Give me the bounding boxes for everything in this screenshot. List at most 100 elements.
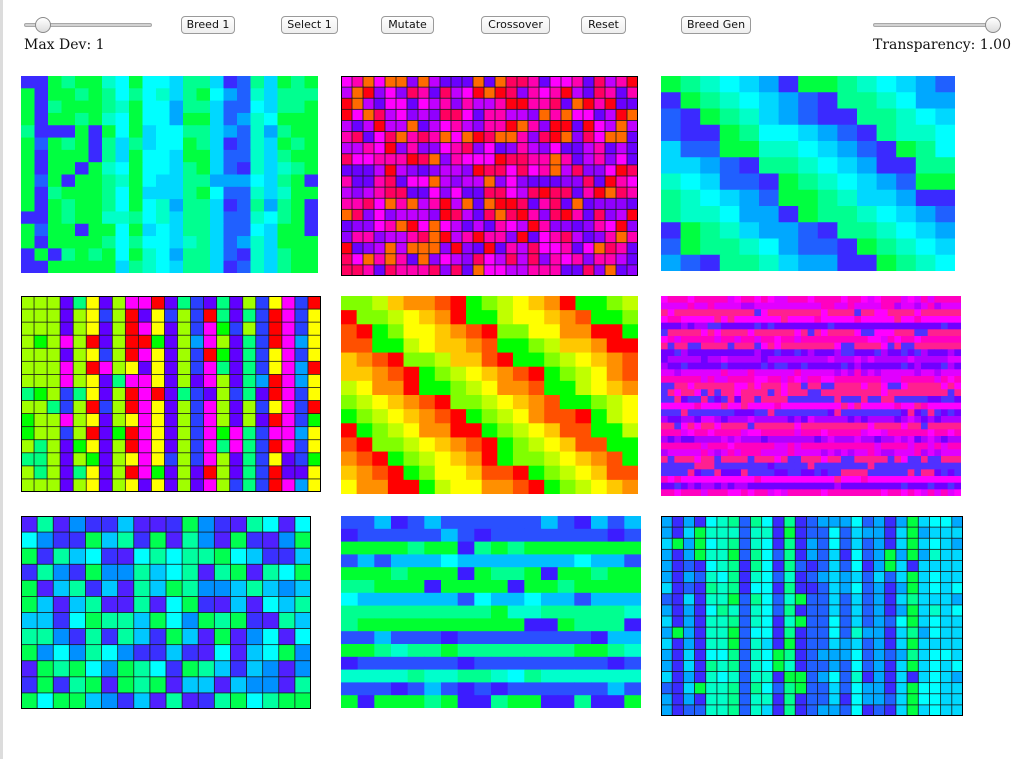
- organism-4-cell: [216, 374, 231, 389]
- organism-7-cell: [230, 516, 248, 533]
- organism-6-cell: [661, 362, 669, 370]
- organism-6-cell: [814, 322, 822, 330]
- organism-1-cell: [304, 248, 318, 262]
- organism-4-cell: [203, 452, 218, 467]
- organism-6-cell: [774, 442, 782, 450]
- organism-8-cell: [557, 567, 575, 581]
- organism-2-cell: [494, 231, 507, 244]
- crossover-button[interactable]: Crossover: [481, 16, 550, 34]
- organism-2-cell: [582, 208, 595, 222]
- organism-8-cell: [574, 695, 592, 708]
- organism-2-cell: [428, 120, 441, 133]
- mutate-button[interactable]: Mutate: [381, 16, 434, 34]
- organism-1-cell: [61, 149, 76, 163]
- organism-5-canvas[interactable]: [341, 296, 638, 494]
- organism-2-cell: [351, 76, 364, 89]
- transparency-slider[interactable]: [873, 17, 1001, 33]
- organism-6-cell: [867, 322, 875, 330]
- organism-2-cell: [538, 97, 551, 111]
- organism-8-cell: [524, 631, 542, 645]
- organism-8-cell: [541, 528, 559, 543]
- organism-9-cell: [895, 548, 908, 562]
- organism-4-cell: [72, 478, 88, 492]
- organism-6-cell: [921, 302, 929, 310]
- organism-5-cell: [466, 395, 483, 410]
- organism-4-cell: [190, 426, 205, 441]
- organism-9-cell: [671, 615, 685, 629]
- organism-1-cell: [196, 236, 211, 249]
- organism-7-canvas[interactable]: [21, 516, 311, 709]
- breed-gen-button[interactable]: Breed Gen: [681, 16, 751, 34]
- organism-7-cell: [21, 547, 39, 566]
- organism-4-cell: [255, 334, 270, 350]
- organism-8-canvas[interactable]: [341, 516, 641, 708]
- organism-4-cell: [203, 334, 218, 350]
- organism-1-cell: [156, 186, 170, 200]
- organism-3-cell: [680, 76, 701, 93]
- organism-3-cell: [817, 141, 838, 158]
- organism-9-cell: [738, 693, 752, 706]
- organism-7-cell: [165, 596, 184, 614]
- organism-9-cell: [761, 626, 774, 640]
- organism-2-cell: [472, 86, 485, 100]
- organism-9-cell: [671, 516, 685, 529]
- organism-4-canvas[interactable]: [21, 296, 321, 492]
- organism-9-cell: [783, 593, 797, 606]
- organism-6-cell: [861, 322, 869, 330]
- organism-6-canvas[interactable]: [661, 296, 961, 496]
- organism-8-cell: [457, 695, 475, 708]
- organism-3-cell: [935, 92, 955, 109]
- organism-4-cell: [216, 413, 231, 428]
- max-dev-slider-track[interactable]: [24, 23, 152, 27]
- organism-9-cell: [817, 671, 830, 684]
- organism-9-cell: [951, 571, 963, 584]
- organism-1-canvas[interactable]: [21, 76, 318, 273]
- organism-3-cell: [680, 108, 701, 126]
- organism-6-cell: [701, 429, 709, 437]
- organism-6-cell: [787, 476, 795, 484]
- organism-7-cell: [52, 660, 71, 678]
- transparency-slider-track[interactable]: [873, 23, 1001, 27]
- select-1-button[interactable]: Select 1: [281, 16, 338, 34]
- organism-7-cell: [262, 596, 280, 614]
- breed-1-button[interactable]: Breed 1: [181, 16, 235, 34]
- max-dev-slider[interactable]: [24, 17, 152, 33]
- max-dev-slider-thumb[interactable]: [35, 17, 52, 33]
- organism-3-canvas[interactable]: [661, 76, 955, 271]
- organism-6-cell: [774, 436, 782, 444]
- organism-6-cell: [794, 396, 802, 404]
- organism-6-cell: [727, 302, 735, 310]
- organism-6-cell: [927, 402, 935, 410]
- organism-9-cell: [884, 516, 897, 529]
- organism-1-cell: [291, 236, 305, 249]
- organism-6-cell: [927, 469, 935, 477]
- organism-6-cell: [774, 382, 782, 390]
- organism-6-cell: [787, 349, 795, 357]
- organism-4-cell: [216, 478, 231, 492]
- organism-6-cell: [754, 396, 762, 404]
- organism-2-cell: [341, 264, 353, 276]
- organism-2-canvas[interactable]: [341, 76, 638, 276]
- organism-2-cell: [505, 231, 518, 244]
- organism-6-cell: [867, 329, 875, 337]
- organism-1-cell: [48, 88, 62, 102]
- organism-9-canvas[interactable]: [661, 516, 963, 716]
- organism-1-cell: [237, 211, 251, 225]
- reset-button[interactable]: Reset: [581, 16, 626, 34]
- organism-4-cell: [21, 374, 35, 389]
- transparency-slider-thumb[interactable]: [985, 17, 1001, 33]
- organism-6-cell: [774, 429, 782, 437]
- organism-6-cell: [954, 456, 961, 464]
- organism-1-cell: [102, 236, 116, 249]
- organism-8-cell: [591, 580, 609, 594]
- organism-2-cell: [395, 253, 408, 266]
- organism-6-cell: [941, 362, 949, 370]
- organism-6-cell: [907, 349, 915, 357]
- organism-6-cell: [774, 342, 782, 350]
- organism-4-cell: [111, 452, 127, 467]
- organism-4-cell: [242, 400, 257, 415]
- organism-9-cell: [873, 660, 886, 673]
- organism-1-cell: [183, 137, 197, 151]
- organism-6-cell: [794, 416, 802, 424]
- organism-7-cell: [230, 531, 248, 550]
